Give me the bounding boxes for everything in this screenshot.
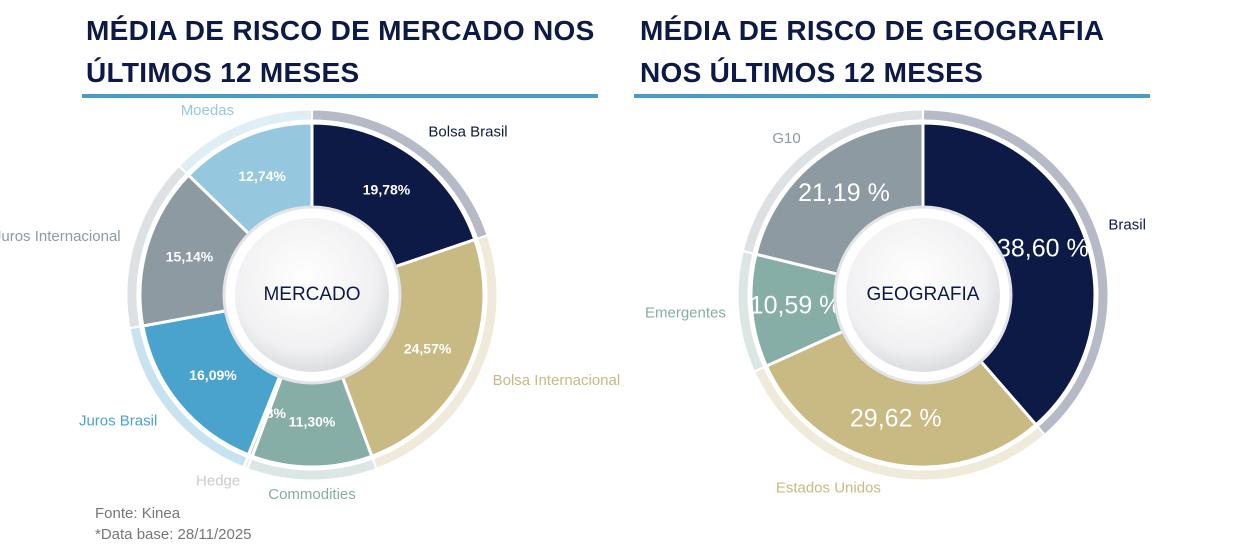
category-label: Emergentes [645,304,726,321]
value-label: 10,59 % [750,292,842,320]
outer-ring [180,110,311,173]
value-label: 19,78% [363,182,411,198]
title-rule [82,94,598,98]
value-label: 12,74% [238,168,286,184]
category-label: Moedas [181,102,234,119]
category-label: Juros Brasil [79,413,157,430]
outer-ring [755,368,1044,480]
date-note: *Data base: 28/11/2025 [95,526,252,543]
outer-ring [248,459,376,480]
outer-ring [313,110,487,238]
outer-ring [244,458,251,468]
outer-ring [373,236,497,468]
value-label: 21,19 % [798,179,890,207]
value-label: 29,62 % [850,405,942,433]
center-disc-inner [846,218,1000,372]
outer-ring [130,327,247,467]
outer-ring [127,167,186,328]
outer-ring [924,110,1108,434]
center-label: MERCADO [263,284,360,305]
category-label: Bolsa Internacional [493,372,621,389]
center-disc-inner [235,218,389,372]
chart-title: MÉDIA DE RISCO DE GEOGRAFIA NOS ÚLTIMOS … [640,15,1104,88]
category-label: Hedge [196,473,240,490]
title-rule [634,94,1150,98]
chart-title: MÉDIA DE RISCO DE MERCADO NOS ÚLTIMOS 12… [86,15,595,88]
value-label: 38,60 % [997,235,1089,263]
value-label: 24,57% [404,341,452,357]
value-label: 15,14% [166,249,214,265]
outer-ring [738,252,763,371]
category-label: Bolsa Brasil [428,123,507,140]
category-label: Commodities [268,486,356,503]
value-label: 11,30% [289,414,336,430]
center-label: GEOGRAFIA [867,284,980,305]
category-label: G10 [772,130,800,147]
category-label: Juros Internacional [0,228,121,245]
outer-ring [744,110,922,253]
value-label: 16,09% [189,367,237,383]
category-label: Brasil [1108,217,1146,234]
source-note: Fonte: Kinea [95,505,181,522]
category-label: Estados Unidos [776,479,881,496]
